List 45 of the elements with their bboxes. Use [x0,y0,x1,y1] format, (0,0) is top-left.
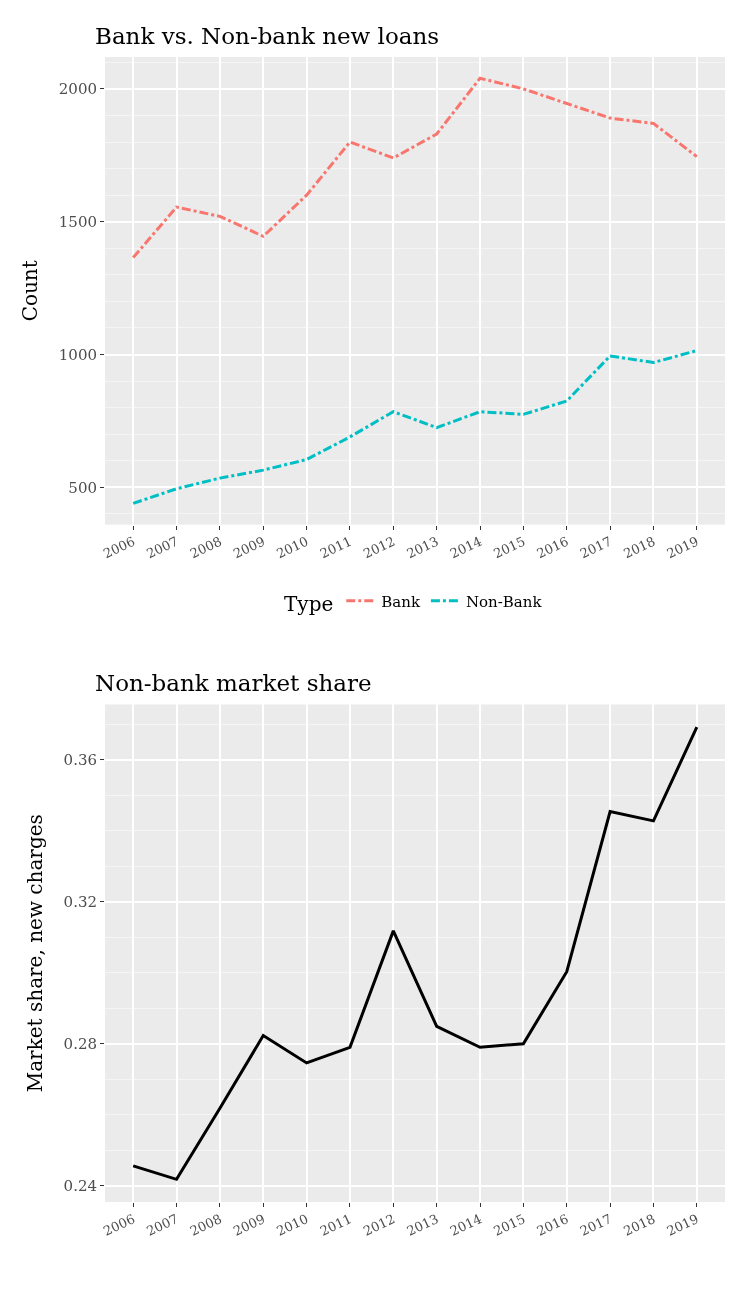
x-tick-label: 2011 [317,533,354,562]
x-tick-label: 2007 [144,1211,181,1239]
chart-title: Bank vs. Non-bank new loans [95,23,440,49]
x-tick-label: 2012 [361,533,398,562]
x-tick-label: 2015 [491,533,528,562]
x-tick-label: 2011 [317,1211,354,1239]
y-tick-label: 500 [68,478,97,497]
y-tick-label: 0.36 [63,751,97,770]
x-tick-label: 2018 [621,533,658,562]
y-tick-label: 1000 [58,345,97,364]
x-tick-label: 2008 [187,533,224,562]
legend-label: Bank [381,592,421,611]
x-tick-label: 2016 [534,1211,571,1239]
y-tick-label: 0.28 [63,1034,97,1053]
x-tick-label: 2017 [577,1211,615,1239]
y-tick-label: 1500 [58,212,97,231]
x-tick-label: 2007 [144,533,181,562]
x-tick-label: 2013 [404,533,441,562]
x-tick-label: 2018 [621,1211,658,1239]
chart-title: Non-bank market share [95,670,372,696]
x-tick-label: 2019 [664,1211,701,1239]
x-tick-label: 2006 [100,1211,138,1239]
x-tick-label: 2006 [100,533,138,562]
x-tick-label: 2010 [274,1211,311,1239]
x-tick-label: 2016 [534,533,571,562]
y-axis-title: Market share, new charges [23,814,48,1093]
line-series [131,76,699,260]
x-tick-label: 2012 [361,1211,398,1239]
y-tick-label: 0.24 [63,1176,97,1195]
line-series [131,725,699,1181]
x-tick-label: 2014 [447,1211,485,1239]
x-tick-label: 2009 [230,533,268,562]
x-tick-label: 2017 [577,533,615,562]
legend-title: Type [284,591,334,616]
y-tick-label: 2000 [58,80,97,99]
legend-label: Non-Bank [465,592,543,611]
x-tick-label: 2015 [491,1211,528,1239]
x-tick-label: 2008 [187,1211,224,1239]
x-tick-label: 2010 [274,533,311,562]
x-tick-label: 2014 [447,533,485,562]
y-axis-title: Count [18,260,43,322]
x-tick-label: 2019 [664,533,701,562]
x-tick-label: 2013 [404,1211,441,1239]
y-tick-label: 0.32 [63,893,97,912]
x-tick-label: 2009 [230,1211,268,1239]
